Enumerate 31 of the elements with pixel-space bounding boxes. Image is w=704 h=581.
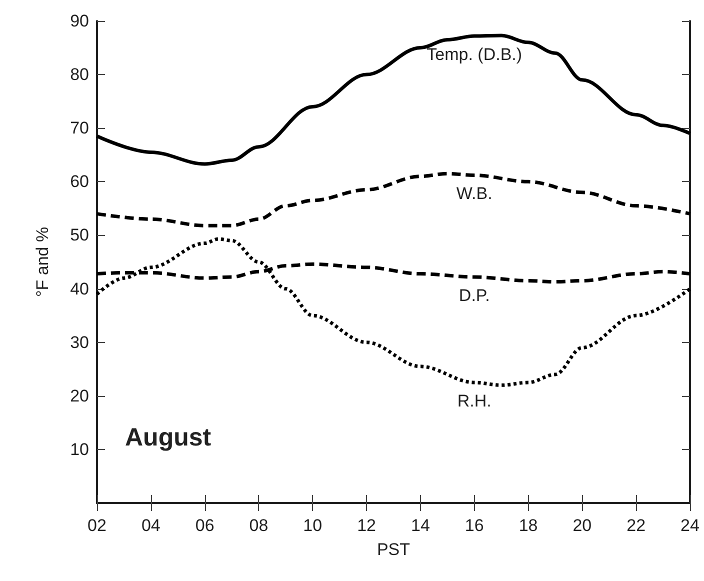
x-axis-title: PST <box>376 540 410 559</box>
x-tick-label: 12 <box>357 516 376 535</box>
x-tick-label: 24 <box>680 516 700 535</box>
series-label: D.P. <box>458 286 490 305</box>
y-tick-label: 90 <box>70 12 89 30</box>
x-tick-label: 10 <box>303 516 322 535</box>
y-axis-title: °F and % <box>33 226 52 298</box>
x-tick-label: 04 <box>141 516 160 535</box>
series-label: R.H. <box>457 392 492 410</box>
x-tick-label: 22 <box>626 516 646 535</box>
x-tick-label: 06 <box>195 516 214 535</box>
y-tick-label: 20 <box>70 386 89 406</box>
y-tick-label: 10 <box>70 440 89 459</box>
y-tick-label: 30 <box>70 332 89 352</box>
x-tick-label: 14 <box>410 516 430 535</box>
y-tick-label: 50 <box>70 226 89 245</box>
y-tick-label: 60 <box>70 172 89 192</box>
x-tick-label: 08 <box>249 516 268 535</box>
series-label: W.B. <box>456 184 492 204</box>
annotation: August <box>125 424 212 452</box>
series-label: Temp. (D.B.) <box>426 44 522 64</box>
x-tick-label: 20 <box>572 516 592 535</box>
x-tick-label: 16 <box>464 516 484 535</box>
y-tick-label: 80 <box>70 65 89 84</box>
line-series <box>95 237 692 387</box>
line-series <box>95 172 692 228</box>
y-tick-label: 70 <box>70 118 89 138</box>
x-tick-label: 18 <box>518 516 538 535</box>
y-tick-label: 40 <box>70 279 89 298</box>
x-tick-label: 02 <box>88 516 106 535</box>
line-series <box>95 34 692 166</box>
